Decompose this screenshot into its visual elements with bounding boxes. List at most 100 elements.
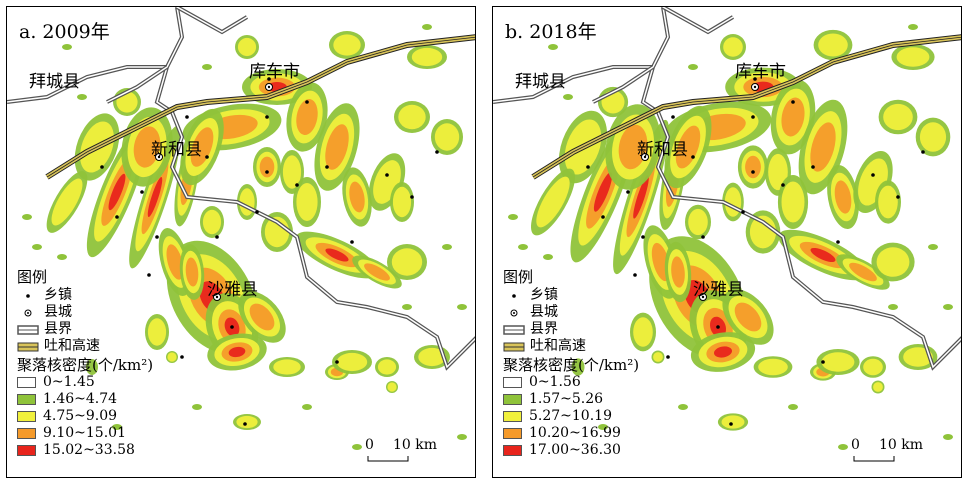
density-patch bbox=[883, 103, 913, 131]
class-label: 15.02~33.58 bbox=[43, 442, 135, 458]
county-seat-marker bbox=[157, 155, 161, 159]
density-patch bbox=[721, 415, 745, 429]
township-dot bbox=[586, 165, 590, 169]
legend-township-label: 乡镇 bbox=[44, 287, 72, 303]
density-patch bbox=[411, 47, 443, 67]
class-label: 17.00~36.30 bbox=[529, 442, 621, 458]
class-swatch bbox=[17, 445, 36, 456]
circled-dot-icon bbox=[503, 308, 525, 318]
county-boundary-line bbox=[592, 66, 654, 103]
county-seat-marker bbox=[753, 85, 757, 89]
township-dot bbox=[410, 195, 414, 199]
density-map-2009 bbox=[7, 7, 475, 450]
class-label: 9.10~15.01 bbox=[43, 425, 126, 441]
township-dot bbox=[921, 150, 925, 154]
density-patch bbox=[903, 347, 933, 367]
density-patch bbox=[249, 303, 275, 331]
expressway bbox=[45, 34, 475, 180]
township-dot bbox=[243, 422, 247, 426]
township-dot bbox=[821, 360, 825, 364]
density-patch bbox=[863, 358, 883, 376]
legend-class-row: 5.27~10.19 bbox=[503, 408, 639, 425]
class-swatch bbox=[503, 411, 522, 422]
townships bbox=[100, 77, 439, 426]
density-patch bbox=[418, 347, 446, 367]
density-patch bbox=[821, 352, 855, 372]
place-label-shaya: 沙雅县 bbox=[207, 280, 258, 300]
dot-icon bbox=[503, 291, 525, 301]
legend-row-expressway: 吐和高速 bbox=[17, 338, 153, 355]
township-dot bbox=[115, 215, 119, 219]
class-swatch bbox=[503, 394, 522, 405]
legend-row-township: 乡镇 bbox=[503, 287, 639, 304]
place-label-kuche: 库车市 bbox=[735, 62, 786, 82]
legend-class-row: 1.46~4.74 bbox=[17, 391, 153, 408]
double-line-icon bbox=[503, 324, 525, 336]
township-dot bbox=[267, 77, 271, 81]
county-boundary-line bbox=[662, 7, 734, 33]
township-dot bbox=[729, 422, 733, 426]
legend-row-county-boundary: 县界 bbox=[17, 321, 153, 338]
legend-class-row: 15.02~33.58 bbox=[17, 442, 153, 459]
density-patch bbox=[876, 247, 910, 277]
scale-bar: 0 10 km bbox=[848, 437, 948, 467]
legend-row-county-seat: 县城 bbox=[503, 304, 639, 321]
density-patch bbox=[548, 44, 558, 50]
legend-row-county-boundary: 县界 bbox=[503, 321, 639, 338]
density-patch bbox=[62, 44, 72, 50]
township-dot bbox=[140, 190, 144, 194]
density-patch bbox=[422, 24, 432, 30]
expressway-line bbox=[532, 36, 961, 178]
density-patch bbox=[147, 177, 163, 217]
legend-township-label: 乡镇 bbox=[530, 287, 558, 303]
density-patch bbox=[633, 317, 653, 347]
density-patch bbox=[543, 254, 553, 260]
place-label-kuche: 库车市 bbox=[249, 62, 300, 82]
density-patch bbox=[167, 352, 177, 362]
place-label-xinhe: 新和县 bbox=[637, 140, 688, 160]
density-patch bbox=[296, 98, 318, 136]
density-patch bbox=[671, 256, 685, 288]
density-patch bbox=[896, 47, 930, 67]
density-patch bbox=[593, 172, 613, 212]
scale-zero: 0 bbox=[851, 437, 860, 453]
township-dot bbox=[230, 325, 234, 329]
density-patch bbox=[77, 94, 87, 100]
township-dot bbox=[691, 155, 695, 159]
county-boundary-line bbox=[176, 7, 249, 35]
township-dot bbox=[265, 170, 269, 174]
density-patch bbox=[192, 404, 202, 410]
legend-row-township: 乡镇 bbox=[17, 287, 153, 304]
density-patch bbox=[810, 122, 836, 172]
legend-title: 图例 bbox=[503, 268, 534, 286]
legend-density-title: 聚落核密度(个/km²) bbox=[17, 356, 154, 374]
township-dot bbox=[751, 115, 755, 119]
density-patch bbox=[788, 404, 798, 410]
density-patch bbox=[108, 173, 126, 211]
county-boundary-line bbox=[176, 7, 248, 33]
expressway-line bbox=[46, 36, 475, 178]
place-label-shaya: 沙雅县 bbox=[693, 280, 744, 300]
density-patch bbox=[434, 123, 460, 151]
density-patch bbox=[457, 434, 467, 440]
legend-class-row: 4.75~9.09 bbox=[17, 408, 153, 425]
density-patch bbox=[185, 257, 199, 287]
township-dot bbox=[671, 115, 675, 119]
township-dot bbox=[896, 195, 900, 199]
density-patch bbox=[838, 444, 848, 450]
county-seat-marker bbox=[701, 295, 705, 299]
township-dot bbox=[741, 210, 745, 214]
township-dot bbox=[295, 183, 299, 187]
panel-title: a. 2009年 bbox=[19, 21, 110, 43]
class-label: 0~1.45 bbox=[43, 374, 95, 390]
density-patch bbox=[633, 175, 649, 219]
density-patch bbox=[352, 444, 362, 450]
density-patch bbox=[943, 434, 953, 440]
density-patch bbox=[849, 262, 877, 282]
density-patch bbox=[571, 358, 585, 376]
township-dot bbox=[265, 115, 269, 119]
density-patch bbox=[908, 24, 918, 30]
density-patch bbox=[834, 180, 852, 214]
township-dot bbox=[100, 165, 104, 169]
density-patch bbox=[259, 156, 275, 178]
